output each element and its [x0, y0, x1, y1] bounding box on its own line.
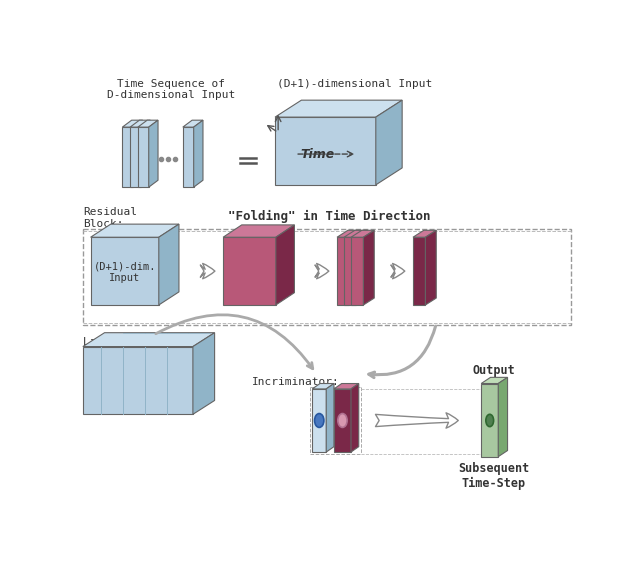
Polygon shape: [344, 230, 367, 237]
Text: Last Time Step
Input Sequence: Last Time Step Input Sequence: [83, 338, 177, 359]
Polygon shape: [91, 237, 159, 305]
Polygon shape: [334, 384, 359, 389]
Polygon shape: [122, 120, 142, 127]
Polygon shape: [275, 100, 402, 117]
Polygon shape: [276, 225, 294, 305]
Polygon shape: [351, 230, 375, 237]
Ellipse shape: [486, 414, 494, 427]
Text: (D+1)-dim.
Input: (D+1)-dim. Input: [93, 262, 156, 283]
Polygon shape: [334, 389, 351, 452]
Text: Time: Time: [300, 147, 335, 161]
Polygon shape: [413, 237, 426, 305]
Polygon shape: [481, 377, 508, 384]
Text: Time Sequence of
D-dimensional Input: Time Sequence of D-dimensional Input: [107, 79, 235, 100]
Polygon shape: [138, 127, 149, 187]
Polygon shape: [138, 120, 158, 127]
Polygon shape: [426, 230, 436, 305]
Polygon shape: [130, 120, 151, 127]
Polygon shape: [351, 384, 359, 452]
Polygon shape: [83, 333, 214, 347]
Polygon shape: [133, 120, 142, 187]
Polygon shape: [122, 127, 133, 187]
Ellipse shape: [338, 413, 347, 427]
Polygon shape: [337, 230, 360, 237]
Polygon shape: [350, 230, 360, 305]
Text: Incriminator:: Incriminator:: [252, 377, 339, 387]
Polygon shape: [193, 333, 214, 414]
Polygon shape: [130, 127, 141, 187]
Polygon shape: [357, 230, 367, 305]
Polygon shape: [183, 120, 203, 127]
Text: "Folding" in Time Direction: "Folding" in Time Direction: [228, 210, 431, 223]
Polygon shape: [159, 224, 179, 305]
Polygon shape: [376, 100, 402, 185]
Text: Output: Output: [472, 364, 515, 377]
Polygon shape: [498, 377, 508, 457]
Ellipse shape: [315, 413, 324, 427]
Polygon shape: [344, 237, 357, 305]
Polygon shape: [83, 347, 193, 414]
Polygon shape: [223, 237, 276, 305]
Polygon shape: [312, 384, 334, 389]
Polygon shape: [91, 224, 179, 237]
Polygon shape: [149, 120, 158, 187]
Polygon shape: [194, 120, 203, 187]
Polygon shape: [337, 237, 350, 305]
Polygon shape: [312, 389, 326, 452]
Polygon shape: [351, 237, 364, 305]
Polygon shape: [183, 127, 194, 187]
Text: (D+1)-dimensional Input: (D+1)-dimensional Input: [278, 79, 433, 88]
Polygon shape: [364, 230, 375, 305]
Polygon shape: [141, 120, 151, 187]
Text: Subsequent
Time-Step: Subsequent Time-Step: [458, 462, 530, 490]
Text: Residual
Block:: Residual Block:: [83, 207, 137, 229]
Polygon shape: [275, 117, 376, 185]
Polygon shape: [413, 230, 436, 237]
Polygon shape: [223, 225, 294, 237]
Polygon shape: [481, 384, 498, 457]
Polygon shape: [326, 384, 334, 452]
